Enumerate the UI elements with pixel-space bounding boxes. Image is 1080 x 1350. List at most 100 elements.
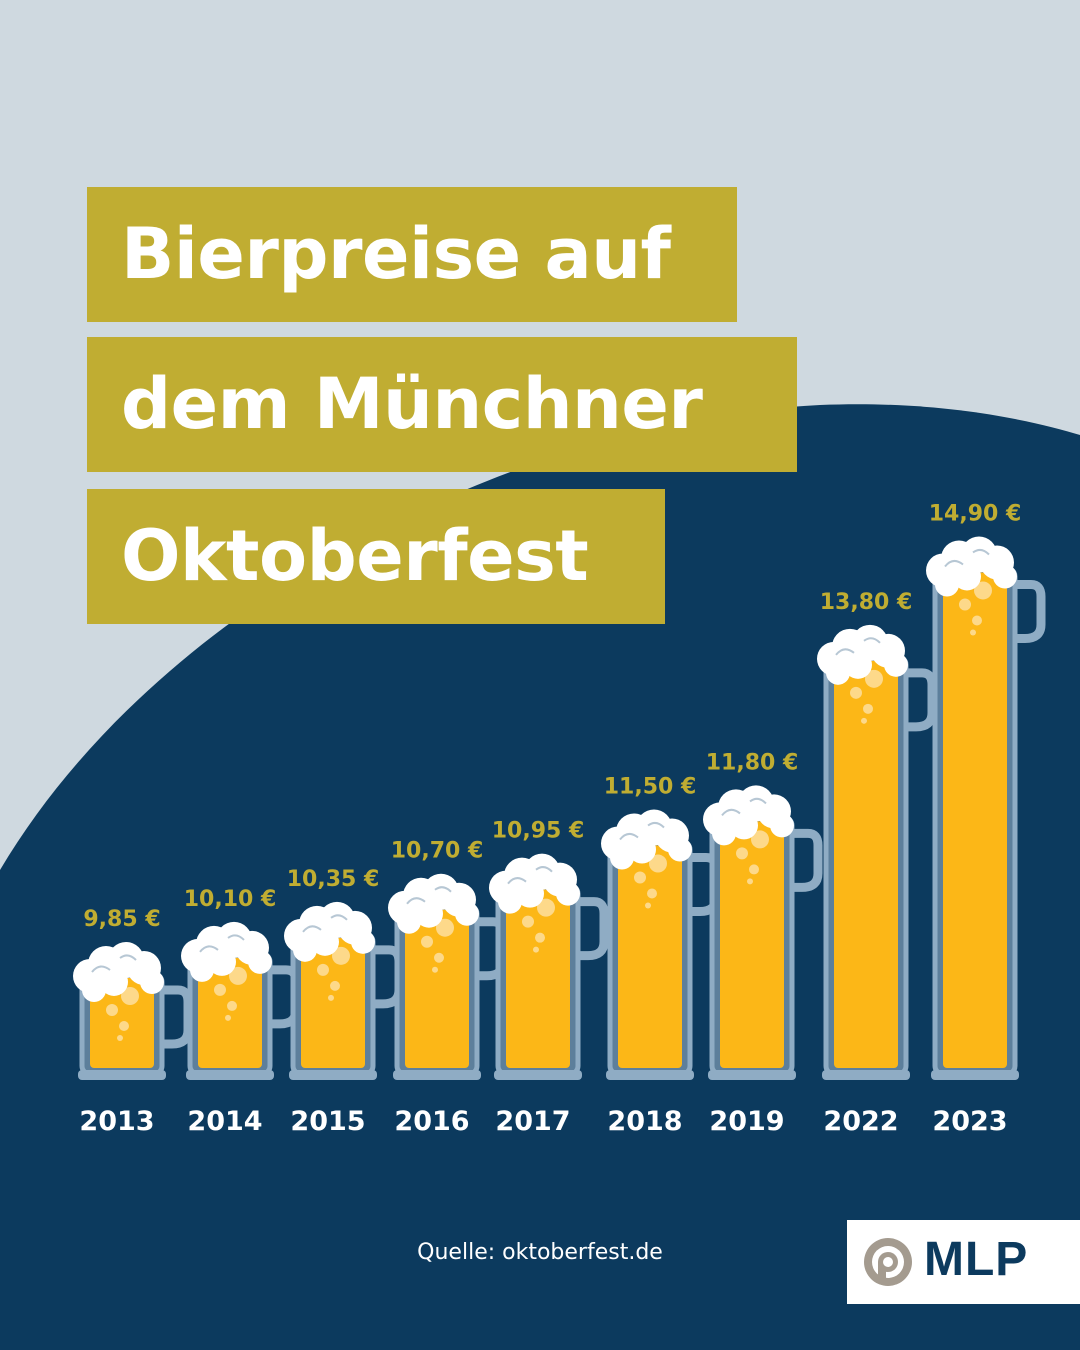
bubble xyxy=(436,918,454,937)
bubble xyxy=(106,1004,118,1016)
bubble xyxy=(751,830,769,849)
mug-handle xyxy=(898,668,937,732)
mug-base xyxy=(289,1070,377,1080)
bubble xyxy=(328,994,334,1001)
mug-base xyxy=(393,1070,481,1080)
mlp-logo-text: MLP xyxy=(924,1233,1029,1286)
bubble xyxy=(225,1014,231,1021)
mug-base xyxy=(78,1070,166,1080)
bubble xyxy=(970,629,976,636)
bubble xyxy=(522,915,534,928)
beer-mug-2013 xyxy=(73,942,193,1080)
bubble xyxy=(972,615,982,626)
year-label-2016: 2016 xyxy=(394,1106,469,1137)
mug-base xyxy=(186,1070,274,1080)
mug-base xyxy=(708,1070,796,1080)
bubble xyxy=(117,1035,123,1041)
bubble xyxy=(332,946,350,965)
mug-handle xyxy=(1007,579,1046,643)
beer-mug-2016 xyxy=(388,873,508,1080)
mlp-logo: MLP xyxy=(847,1220,1080,1304)
mug-foam xyxy=(817,624,908,685)
bubble xyxy=(330,980,340,991)
bubble xyxy=(317,963,329,976)
bubble xyxy=(535,932,545,943)
mug-foam xyxy=(181,921,272,982)
mug-base xyxy=(931,1070,1019,1080)
bubble xyxy=(974,581,992,600)
value-label-2018: 11,50 € xyxy=(604,775,697,800)
year-label-2018: 2018 xyxy=(607,1106,682,1137)
year-label-2013: 2013 xyxy=(79,1106,154,1137)
mug-base xyxy=(494,1070,582,1080)
bar-2014 xyxy=(198,957,262,1068)
bubble xyxy=(434,952,444,963)
value-label-2014: 10,10 € xyxy=(184,887,277,912)
beer-mug-2015 xyxy=(284,901,404,1080)
bubble xyxy=(850,686,862,699)
value-label-2017: 10,95 € xyxy=(492,819,585,844)
mlp-logo-icon xyxy=(864,1238,912,1286)
year-label-2017: 2017 xyxy=(495,1106,570,1137)
bar-2022 xyxy=(834,660,898,1068)
title-line-1: Bierpreise auf xyxy=(87,187,737,322)
value-label-2015: 10,35 € xyxy=(287,867,380,892)
bubble xyxy=(533,946,539,953)
mug-foam xyxy=(926,536,1017,597)
bubble xyxy=(736,847,748,860)
mug-base xyxy=(822,1070,910,1080)
bubble xyxy=(863,703,873,714)
year-label-2019: 2019 xyxy=(709,1106,784,1137)
mug-foam xyxy=(388,873,479,934)
bubble xyxy=(227,1000,237,1011)
value-label-2016: 10,70 € xyxy=(391,839,484,864)
mug-handle xyxy=(570,897,609,961)
mug-foam xyxy=(703,785,794,846)
beer-mug-2014 xyxy=(181,921,301,1080)
mug-handle xyxy=(784,828,823,892)
bar-2019 xyxy=(720,821,784,1068)
beer-mug-2017 xyxy=(489,853,609,1080)
beer-mug-2019 xyxy=(703,785,823,1080)
year-label-2015: 2015 xyxy=(290,1106,365,1137)
bubble xyxy=(647,888,657,899)
bubble xyxy=(121,987,139,1005)
title-line-2: dem Münchner xyxy=(87,337,797,472)
bubble xyxy=(214,983,226,996)
bubble xyxy=(749,864,759,875)
bubble xyxy=(229,966,247,985)
bubble xyxy=(959,598,971,611)
beer-mug-2022 xyxy=(817,624,937,1080)
mug-foam xyxy=(489,853,580,914)
source-note: Quelle: oktoberfest.de xyxy=(417,1240,663,1265)
title-line-3: Oktoberfest xyxy=(87,489,665,624)
bubble xyxy=(865,669,883,688)
bar-2015 xyxy=(301,937,365,1068)
beer-mug-2018 xyxy=(601,809,721,1080)
bubble xyxy=(432,966,438,973)
mug-foam xyxy=(284,901,375,962)
value-label-2022: 13,80 € xyxy=(820,590,913,615)
mug-foam xyxy=(601,809,692,870)
year-label-2022: 2022 xyxy=(823,1106,898,1137)
bubble xyxy=(421,935,433,948)
value-label-2019: 11,80 € xyxy=(706,750,799,775)
bubble xyxy=(119,1021,129,1031)
value-label-2023: 14,90 € xyxy=(929,501,1022,526)
bar-2016 xyxy=(405,909,469,1068)
bubble xyxy=(649,854,667,873)
bubble xyxy=(747,878,753,885)
value-label-2013: 9,85 € xyxy=(83,907,160,932)
bar-2018 xyxy=(618,845,682,1068)
bar-2017 xyxy=(506,889,570,1068)
bubble xyxy=(861,717,867,724)
bubble xyxy=(645,902,651,909)
mug-base xyxy=(606,1070,694,1080)
year-label-2014: 2014 xyxy=(187,1106,262,1137)
bar-2023 xyxy=(943,572,1007,1068)
bubble xyxy=(634,871,646,884)
beer-mug-2023 xyxy=(926,536,1046,1080)
bubble xyxy=(537,898,555,917)
mug-foam xyxy=(73,942,164,1002)
